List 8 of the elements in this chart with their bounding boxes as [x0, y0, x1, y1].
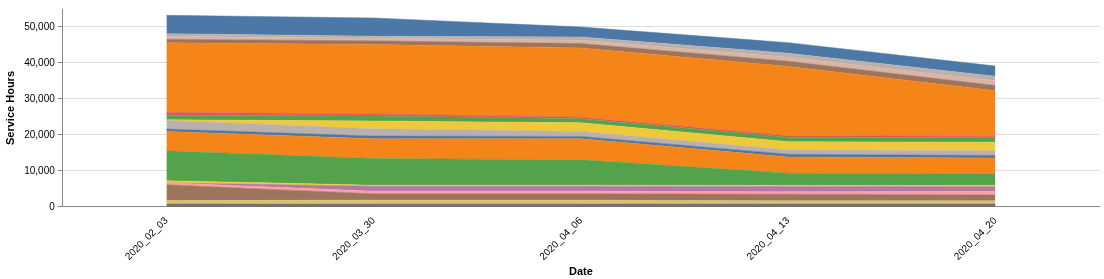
y-tick-label: 50,000 [24, 20, 56, 32]
x-axis-title: Date [568, 265, 593, 278]
y-tick-label: 40,000 [24, 56, 56, 68]
y-tick-label: 0 [49, 200, 56, 212]
y-tick-label: 30,000 [24, 92, 56, 104]
y-tick-label: 10,000 [24, 164, 56, 176]
y-axis-title: Service Hours [3, 71, 16, 145]
y-tick-label: 20,000 [24, 128, 56, 140]
